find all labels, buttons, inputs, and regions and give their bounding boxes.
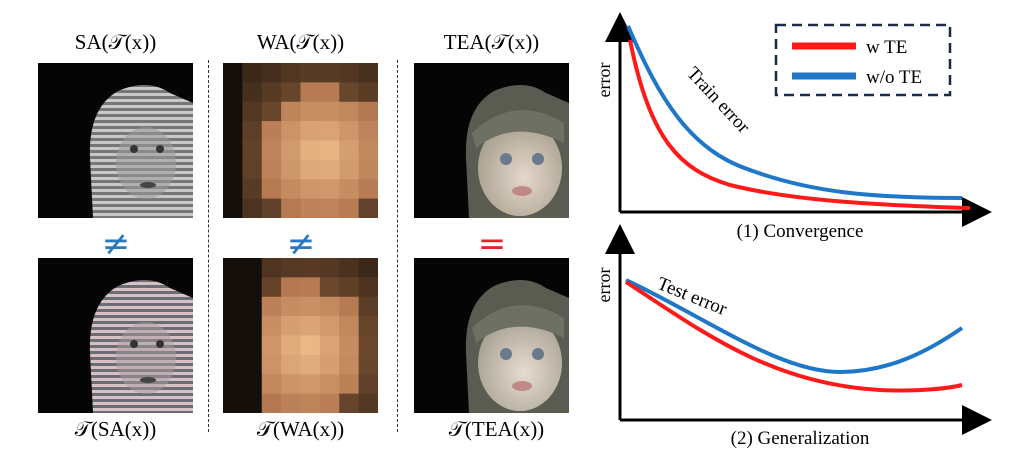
caption-tea-bottom: 𝒯(TEA(x)) [448, 417, 545, 441]
top-annotation: Train error [682, 63, 754, 138]
top-curve-w-te [628, 39, 971, 210]
image-tea-top [414, 63, 569, 218]
caption-wa-bottom: 𝒯(WA(x)) [256, 417, 345, 441]
image-wa-top [223, 63, 378, 218]
chart-area: error Train error w TE w/o TE (1) Conver… [594, 12, 992, 449]
top-curve-wo-te [626, 25, 963, 200]
legend: w TE w/o TE [774, 23, 952, 97]
image-tea-bottom [414, 258, 569, 413]
caption-sa-bottom: 𝒯(SA(x)) [74, 417, 157, 441]
image-sa-bottom [38, 258, 193, 413]
bottom-caption: (2) Generalization [731, 428, 870, 449]
separator-2 [397, 60, 398, 432]
caption-sa-top: SA(𝒯(x)) [74, 30, 157, 54]
separator-1 [208, 60, 209, 432]
bottom-ylabel: error [594, 268, 614, 303]
legend-label-w-te: w TE [866, 37, 907, 58]
relation-sa: ≠ [101, 224, 131, 264]
top-caption: (1) Convergence [737, 221, 864, 242]
caption-wa-top: WA(𝒯(x)) [256, 30, 345, 54]
image-wa-bottom [223, 258, 378, 413]
relation-wa: ≠ [286, 224, 316, 264]
legend-label-wo-te: w/o TE [866, 67, 922, 88]
top-ylabel: error [594, 63, 614, 98]
caption-tea-top: TEA(𝒯(x)) [443, 30, 540, 54]
bottom-curve-w-te [624, 280, 963, 393]
bottom-curve-wo-te [625, 278, 964, 375]
image-sa-top [38, 63, 193, 218]
relation-tea: = [477, 224, 507, 264]
